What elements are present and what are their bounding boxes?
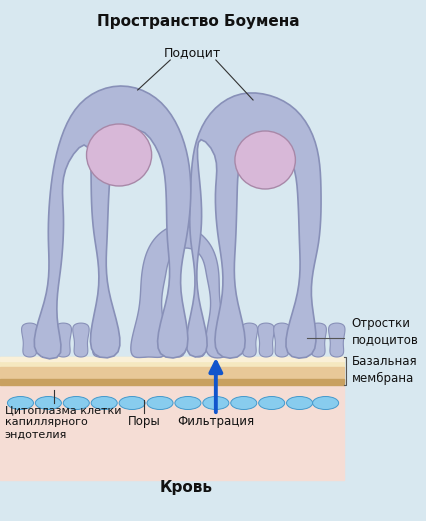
Ellipse shape: [203, 396, 229, 410]
Ellipse shape: [259, 396, 285, 410]
Polygon shape: [273, 323, 290, 357]
Ellipse shape: [35, 396, 61, 410]
Bar: [0, 367, 344, 382]
Polygon shape: [209, 328, 223, 357]
Polygon shape: [137, 328, 151, 357]
Polygon shape: [241, 323, 258, 357]
Polygon shape: [172, 328, 186, 357]
Ellipse shape: [287, 396, 313, 410]
Text: Пространство Боумена: Пространство Боумена: [97, 14, 299, 29]
Polygon shape: [291, 323, 308, 357]
Text: Поры: Поры: [128, 415, 161, 428]
Polygon shape: [153, 328, 167, 357]
Polygon shape: [55, 323, 72, 357]
Text: Цитоплазма клетки
капиллярного
эндотелия: Цитоплазма клетки капиллярного эндотелия: [5, 405, 121, 440]
Ellipse shape: [313, 396, 339, 410]
Ellipse shape: [7, 396, 34, 410]
Ellipse shape: [119, 396, 145, 410]
Polygon shape: [35, 86, 191, 359]
Polygon shape: [22, 323, 38, 357]
Text: Подоцит: Подоцит: [164, 46, 221, 59]
Polygon shape: [186, 93, 321, 358]
Polygon shape: [73, 323, 89, 357]
Polygon shape: [224, 328, 238, 357]
Bar: [0, 379, 344, 385]
Polygon shape: [310, 323, 326, 357]
Polygon shape: [131, 225, 229, 358]
Ellipse shape: [63, 396, 89, 410]
Bar: [0, 357, 344, 361]
Ellipse shape: [231, 396, 257, 410]
Ellipse shape: [86, 124, 152, 186]
Text: Базальная
мембрана: Базальная мембрана: [352, 355, 417, 384]
Text: Отростки
подоцитов: Отростки подоцитов: [352, 317, 418, 346]
Text: Кровь: Кровь: [160, 480, 213, 495]
Polygon shape: [38, 323, 55, 357]
Polygon shape: [91, 323, 108, 357]
Polygon shape: [328, 323, 345, 357]
Ellipse shape: [147, 396, 173, 410]
Polygon shape: [258, 323, 274, 357]
Bar: [0, 385, 344, 480]
Text: Фильтрация: Фильтрация: [177, 415, 254, 428]
Ellipse shape: [91, 396, 117, 410]
Ellipse shape: [175, 396, 201, 410]
Bar: [0, 357, 344, 367]
Ellipse shape: [235, 131, 295, 189]
Polygon shape: [192, 328, 206, 357]
